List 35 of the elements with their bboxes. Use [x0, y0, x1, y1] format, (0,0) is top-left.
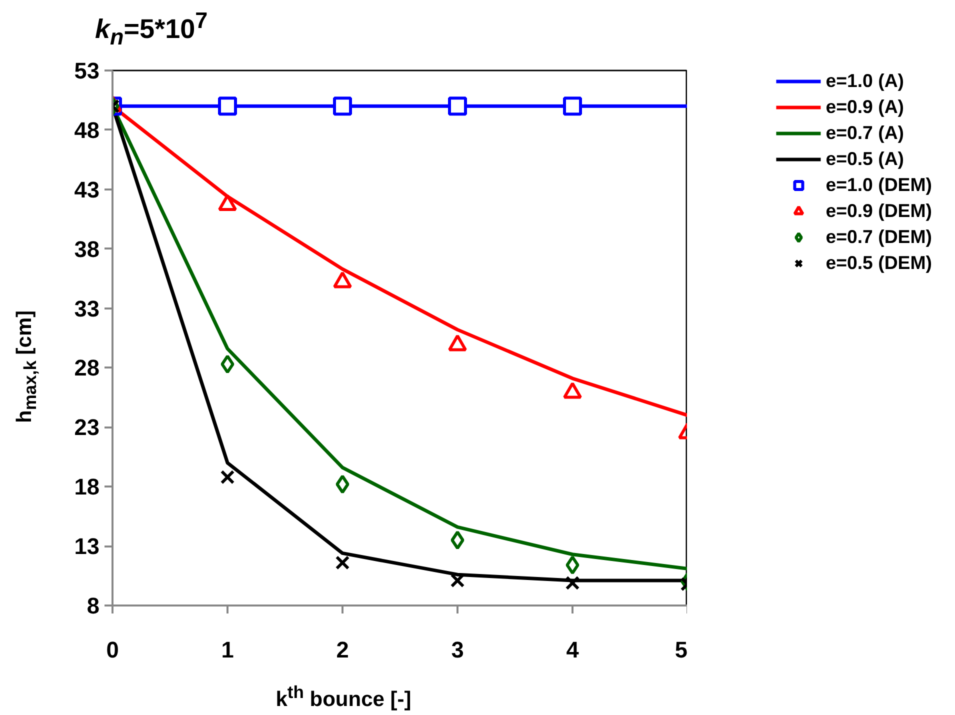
- legend-label: e=0.9 (A): [826, 96, 904, 118]
- x-tick-label: 4: [566, 636, 580, 662]
- point: [565, 576, 580, 590]
- y-tick-label: 38: [74, 236, 100, 262]
- y-tick-label: 48: [74, 116, 100, 143]
- x-tick-label: 1: [221, 636, 234, 662]
- legend-label: e=1.0 (DEM): [826, 174, 932, 196]
- point: [450, 573, 465, 588]
- y-tick-label: 33: [74, 295, 100, 322]
- point: [450, 530, 464, 550]
- legend-label: e=0.5 (A): [826, 148, 904, 170]
- chart-title: k$_{n}$=5*10$^{7}$: [95, 7, 208, 52]
- point: [333, 96, 352, 116]
- y-tick-label: 18: [74, 474, 100, 500]
- legend-label: e=0.7 (A): [826, 122, 904, 144]
- x-axis-title: k$^{th}$ bounce [-]: [276, 681, 412, 713]
- x-tick-label: 3: [451, 636, 464, 662]
- legend-label: e=0.7 (DEM): [826, 226, 932, 248]
- x-tick-label: 5: [674, 636, 688, 662]
- y-tick-label: 53: [74, 58, 100, 84]
- legend-label: e=1.0 (A): [826, 70, 904, 92]
- y-tick-label: 28: [74, 354, 100, 381]
- legend-label: e=0.5 (DEM): [826, 252, 932, 274]
- point: [335, 556, 350, 570]
- point: [336, 474, 350, 494]
- y-tick-label: 8: [86, 592, 100, 618]
- x-tick-label: 0: [106, 636, 119, 662]
- y-tick-label: 13: [74, 533, 100, 560]
- y-tick-label: 43: [74, 176, 100, 202]
- legend-label: e=0.9 (DEM): [826, 200, 932, 222]
- y-tick-label: 23: [74, 414, 100, 440]
- point: [448, 96, 467, 116]
- point: [566, 556, 580, 575]
- point: [563, 96, 582, 116]
- x-tick-label: 2: [336, 636, 349, 662]
